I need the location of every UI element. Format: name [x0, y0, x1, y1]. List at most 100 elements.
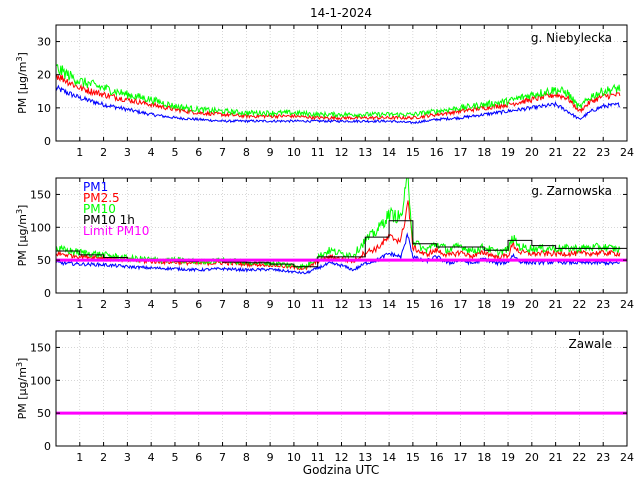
x-tick-label: 14 — [382, 298, 396, 311]
x-tick-label: 20 — [525, 298, 539, 311]
x-tick-label: 16 — [430, 451, 444, 464]
y-axis-label-text: PM [μg/m — [16, 214, 29, 266]
x-tick-label: 7 — [219, 298, 226, 311]
x-tick-label: 19 — [501, 146, 515, 159]
x-tick-label: 3 — [124, 298, 131, 311]
x-tick-label: 5 — [171, 146, 178, 159]
y-axis-label-text: PM [μg/m — [16, 62, 29, 114]
x-tick-label: 9 — [267, 146, 274, 159]
series-group — [56, 63, 621, 125]
y-tick-label: 20 — [37, 69, 51, 82]
x-tick-label: 9 — [267, 451, 274, 464]
y-tick-label: 50 — [37, 254, 51, 267]
panel-g-zarnowska: 1 2 3 4 5 6 7 8 9 10 11 12 13 14 15 16 17 18 19 20 21 22 23 240… — [15, 177, 634, 311]
x-tick-label: 18 — [477, 146, 491, 159]
x-tick-label: 6 — [195, 451, 202, 464]
x-tick-label: 8 — [243, 146, 250, 159]
y-axis-label: PM [μg/m3] — [15, 52, 29, 114]
y-axis-label: PM [μg/m3] — [15, 205, 29, 267]
y-axis-label: PM [μg/m3] — [15, 358, 29, 420]
x-tick-label: 3 — [124, 146, 131, 159]
x-tick-label: 7 — [219, 451, 226, 464]
x-tick-label: 22 — [572, 451, 586, 464]
x-tick-label: 4 — [148, 146, 155, 159]
series-group — [56, 178, 627, 275]
x-tick-label: 24 — [620, 451, 634, 464]
x-tick-label: 21 — [549, 146, 563, 159]
panel-zawale: 1 2 3 4 5 6 7 8 9 10 11 12 13 14 15 16 17 18 19 20 21 22 23 240… — [15, 330, 634, 464]
x-tick-label: 23 — [596, 146, 610, 159]
x-tick-label: 21 — [549, 298, 563, 311]
x-tick-label: 15 — [406, 146, 420, 159]
x-tick-label: 5 — [171, 451, 178, 464]
x-tick-label: 6 — [195, 146, 202, 159]
x-tick-label: 19 — [501, 451, 515, 464]
series-pm25 — [56, 74, 621, 122]
x-tick-label: 2 — [100, 146, 107, 159]
station-name: g. Zarnowska — [531, 184, 612, 198]
y-tick-label: 10 — [37, 102, 51, 115]
y-axis-label-text: PM [μg/m — [16, 367, 29, 419]
x-tick-label: 12 — [335, 298, 349, 311]
grid — [56, 331, 627, 446]
x-tick-label: 8 — [243, 451, 250, 464]
x-tick-label: 15 — [406, 451, 420, 464]
x-tick-label: 13 — [358, 146, 372, 159]
x-tick-label: 21 — [549, 451, 563, 464]
y-tick-label: 150 — [30, 341, 51, 354]
x-tick-label: 17 — [453, 146, 467, 159]
figure-title: 14-1-2024 — [310, 6, 372, 20]
x-tick-label: 1 — [76, 451, 83, 464]
x-tick-label: 1 — [76, 146, 83, 159]
x-tick-label: 24 — [620, 298, 634, 311]
series-pm1 — [56, 84, 620, 125]
y-axis-label-sup: 3 — [15, 209, 24, 214]
x-tick-label: 14 — [382, 146, 396, 159]
legend-entry: PM10 1h — [83, 213, 135, 227]
x-tick-label: 5 — [171, 298, 178, 311]
x-tick-label: 3 — [124, 451, 131, 464]
y-axis-label-suffix: ] — [16, 358, 29, 362]
x-tick-label: 9 — [267, 298, 274, 311]
x-tick-label: 17 — [453, 451, 467, 464]
x-tick-label: 4 — [148, 451, 155, 464]
x-tick-label: 6 — [195, 298, 202, 311]
x-tick-label: 1 — [76, 298, 83, 311]
x-tick-label: 19 — [501, 298, 515, 311]
x-tick-label: 12 — [335, 451, 349, 464]
y-axis-label-suffix: ] — [16, 205, 29, 209]
x-tick-label: 2 — [100, 298, 107, 311]
y-axis-label-sup: 3 — [15, 362, 24, 367]
x-tick-label: 24 — [620, 146, 634, 159]
x-tick-label: 23 — [596, 451, 610, 464]
x-tick-label: 11 — [311, 451, 325, 464]
x-tick-label: 17 — [453, 298, 467, 311]
x-tick-label: 13 — [358, 298, 372, 311]
x-tick-label: 14 — [382, 451, 396, 464]
x-tick-label: 22 — [572, 146, 586, 159]
x-tick-label: 11 — [311, 146, 325, 159]
x-tick-label: 12 — [335, 146, 349, 159]
x-tick-label: 23 — [596, 298, 610, 311]
y-axis-label-suffix: ] — [16, 52, 29, 56]
legend-entry: PM10 — [83, 202, 116, 216]
x-tick-label: 15 — [406, 298, 420, 311]
legend-entry: PM2.5 — [83, 191, 120, 205]
x-tick-label: 10 — [287, 146, 301, 159]
x-tick-label: 13 — [358, 451, 372, 464]
x-axis-label: Godzina UTC — [303, 463, 379, 477]
x-tick-label: 10 — [287, 298, 301, 311]
y-tick-label: 0 — [44, 440, 51, 453]
x-tick-label: 16 — [430, 146, 444, 159]
legend-entry: PM1 — [83, 180, 108, 194]
y-tick-label: 50 — [37, 407, 51, 420]
y-axis-label-sup: 3 — [15, 56, 24, 61]
panel-g-niebylecka: 1 2 3 4 5 6 7 8 9 10 11 12 13 14 15 16 17 18 19 20 21 22 23 240… — [15, 24, 634, 159]
x-tick-label: 2 — [100, 451, 107, 464]
legend-entry: Limit PM10 — [83, 224, 149, 238]
x-tick-label: 7 — [219, 146, 226, 159]
x-tick-label: 18 — [477, 298, 491, 311]
station-name: Zawale — [569, 337, 612, 351]
y-tick-label: 150 — [30, 188, 51, 201]
